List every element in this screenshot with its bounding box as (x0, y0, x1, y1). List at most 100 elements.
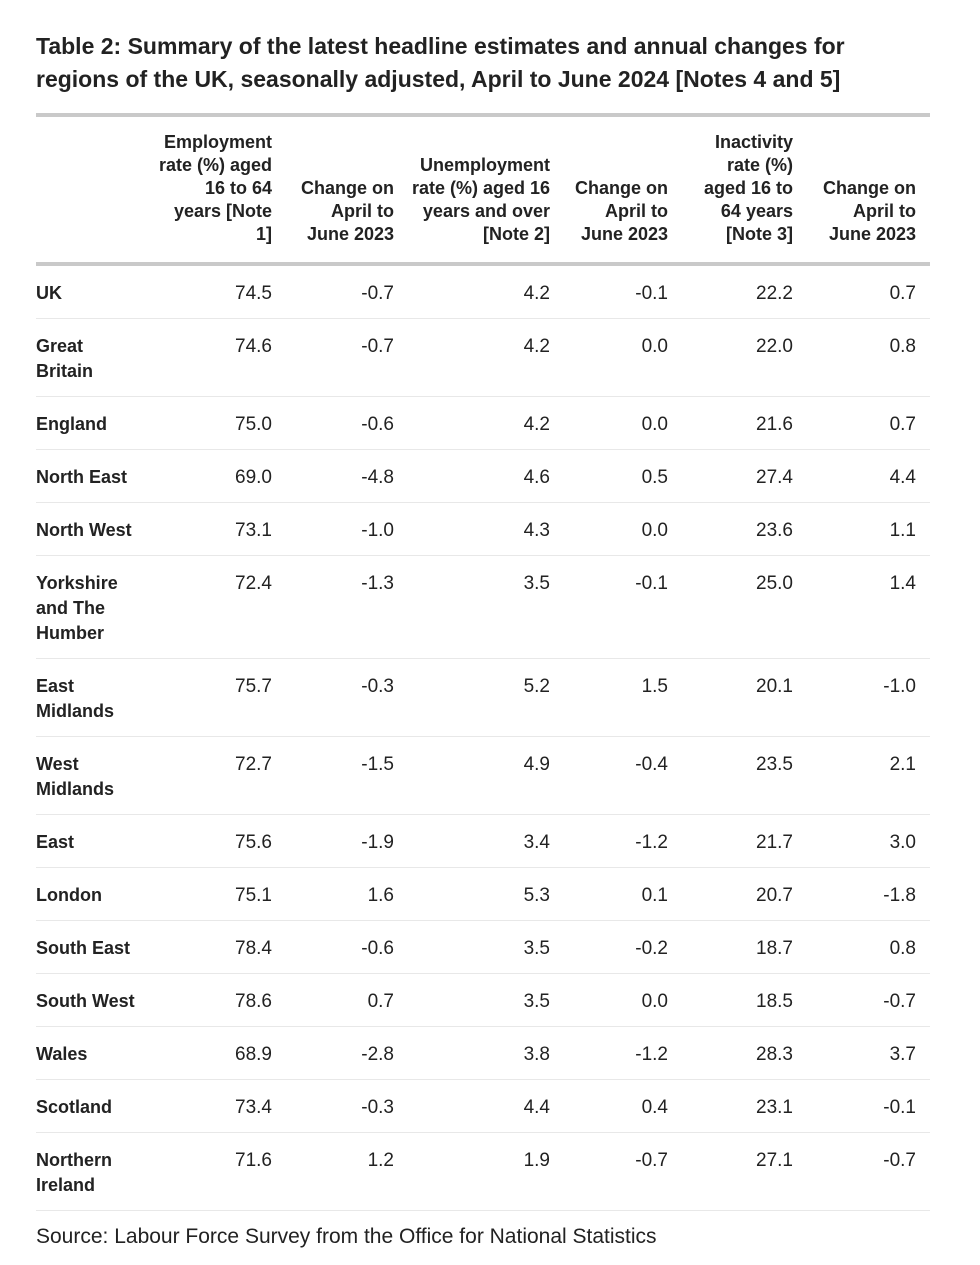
value-cell: -4.8 (286, 449, 408, 503)
table-row: Yorkshire and The Humber 72.4 -1.3 3.5 -0.1 2… (36, 555, 930, 659)
value-cell: 21.6 (682, 396, 807, 450)
value-cell: 28.3 (682, 1026, 807, 1080)
value-cell: 75.6 (156, 814, 286, 868)
value-cell: -1.5 (286, 736, 408, 815)
value-cell: 75.0 (156, 396, 286, 450)
value-cell: -0.7 (286, 263, 408, 319)
value-cell: 73.1 (156, 502, 286, 556)
value-cell: 1.5 (564, 658, 682, 737)
value-cell: -0.7 (807, 1132, 930, 1211)
value-cell: -0.6 (286, 396, 408, 450)
value-cell: 68.9 (156, 1026, 286, 1080)
region-name: Yorkshire and The Humber (36, 555, 156, 659)
value-cell: 69.0 (156, 449, 286, 503)
value-cell: 3.4 (408, 814, 564, 868)
value-cell: -2.8 (286, 1026, 408, 1080)
value-cell: 0.1 (564, 867, 682, 921)
value-cell: 74.6 (156, 318, 286, 397)
value-cell: 71.6 (156, 1132, 286, 1211)
value-cell: 0.7 (807, 396, 930, 450)
value-cell: 18.7 (682, 920, 807, 974)
value-cell: 4.2 (408, 396, 564, 450)
source-note: Source: Labour Force Survey from the Off… (36, 1224, 657, 1248)
value-cell: 0.0 (564, 502, 682, 556)
value-cell: 4.9 (408, 736, 564, 815)
value-cell: 74.5 (156, 263, 286, 319)
value-cell: 1.4 (807, 555, 930, 659)
table-row: East 75.6 -1.9 3.4 -1.2 21.7 3.0 (36, 814, 930, 868)
region-name: East Midlands (36, 658, 156, 737)
regional-estimates-table: Employment rate (%) aged 16 to 64 years … (36, 112, 930, 1211)
value-cell: 0.5 (564, 449, 682, 503)
table-title: Table 2: Summary of the latest headline … (36, 33, 845, 93)
value-cell: -1.8 (807, 867, 930, 921)
value-cell: 0.8 (807, 920, 930, 974)
value-cell: 0.0 (564, 973, 682, 1027)
value-cell: 5.3 (408, 867, 564, 921)
value-cell: -0.4 (564, 736, 682, 815)
region-name: London (36, 867, 156, 921)
table-row: North East 69.0 -4.8 4.6 0.5 27.4 4.4 (36, 449, 930, 503)
value-cell: -0.7 (286, 318, 408, 397)
region-name: East (36, 814, 156, 868)
value-cell: -1.2 (564, 814, 682, 868)
table-row: South East 78.4 -0.6 3.5 -0.2 18.7 0.8 (36, 920, 930, 974)
region-name: North East (36, 449, 156, 503)
value-cell: 22.0 (682, 318, 807, 397)
value-cell: 1.6 (286, 867, 408, 921)
value-cell: 72.4 (156, 555, 286, 659)
value-cell: -0.7 (564, 1132, 682, 1211)
value-cell: 0.7 (807, 263, 930, 319)
value-cell: 22.2 (682, 263, 807, 319)
value-cell: 27.1 (682, 1132, 807, 1211)
region-name: UK (36, 263, 156, 319)
value-cell: 23.5 (682, 736, 807, 815)
value-cell: 0.7 (286, 973, 408, 1027)
region-name: Great Britain (36, 318, 156, 397)
column-header-2: Change on April to June 2023 (286, 114, 408, 266)
region-name: South East (36, 920, 156, 974)
table-body: UK 74.5 -0.7 4.2 -0.1 22.2 0.7 Great Britain 74.… (36, 263, 930, 1211)
value-cell: -0.6 (286, 920, 408, 974)
value-cell: 2.1 (807, 736, 930, 815)
value-cell: -1.0 (807, 658, 930, 737)
value-cell: 1.9 (408, 1132, 564, 1211)
value-cell: 4.2 (408, 263, 564, 319)
value-cell: 20.7 (682, 867, 807, 921)
value-cell: 0.0 (564, 396, 682, 450)
value-cell: -0.1 (564, 263, 682, 319)
table-row: England 75.0 -0.6 4.2 0.0 21.6 0.7 (36, 396, 930, 450)
table-row: South West 78.6 0.7 3.5 0.0 18.5 -0.7 (36, 973, 930, 1027)
region-name: Wales (36, 1026, 156, 1080)
value-cell: 3.0 (807, 814, 930, 868)
value-cell: 20.1 (682, 658, 807, 737)
value-cell: 21.7 (682, 814, 807, 868)
table-header: Employment rate (%) aged 16 to 64 years … (36, 114, 930, 266)
table-row: UK 74.5 -0.7 4.2 -0.1 22.2 0.7 (36, 263, 930, 319)
value-cell: -0.1 (807, 1079, 930, 1133)
value-cell: -0.3 (286, 658, 408, 737)
value-cell: 0.0 (564, 318, 682, 397)
region-name: South West (36, 973, 156, 1027)
table-row: London 75.1 1.6 5.3 0.1 20.7 -1.8 (36, 867, 930, 921)
value-cell: 4.4 (807, 449, 930, 503)
value-cell: 0.8 (807, 318, 930, 397)
value-cell: 75.7 (156, 658, 286, 737)
column-header-3: Unemployment rate (%) aged 16 years and … (408, 114, 564, 266)
value-cell: -1.0 (286, 502, 408, 556)
value-cell: 3.7 (807, 1026, 930, 1080)
value-cell: 3.5 (408, 555, 564, 659)
value-cell: -0.2 (564, 920, 682, 974)
value-cell: 3.5 (408, 920, 564, 974)
value-cell: 4.2 (408, 318, 564, 397)
region-name: Scotland (36, 1079, 156, 1133)
table-row: East Midlands 75.7 -0.3 5.2 1.5 20.1 -1.0 (36, 658, 930, 737)
value-cell: 25.0 (682, 555, 807, 659)
value-cell: 73.4 (156, 1079, 286, 1133)
value-cell: 72.7 (156, 736, 286, 815)
column-header-6: Change on April to June 2023 (807, 114, 930, 266)
value-cell: 3.5 (408, 973, 564, 1027)
column-header-4: Change on April to June 2023 (564, 114, 682, 266)
value-cell: 4.3 (408, 502, 564, 556)
